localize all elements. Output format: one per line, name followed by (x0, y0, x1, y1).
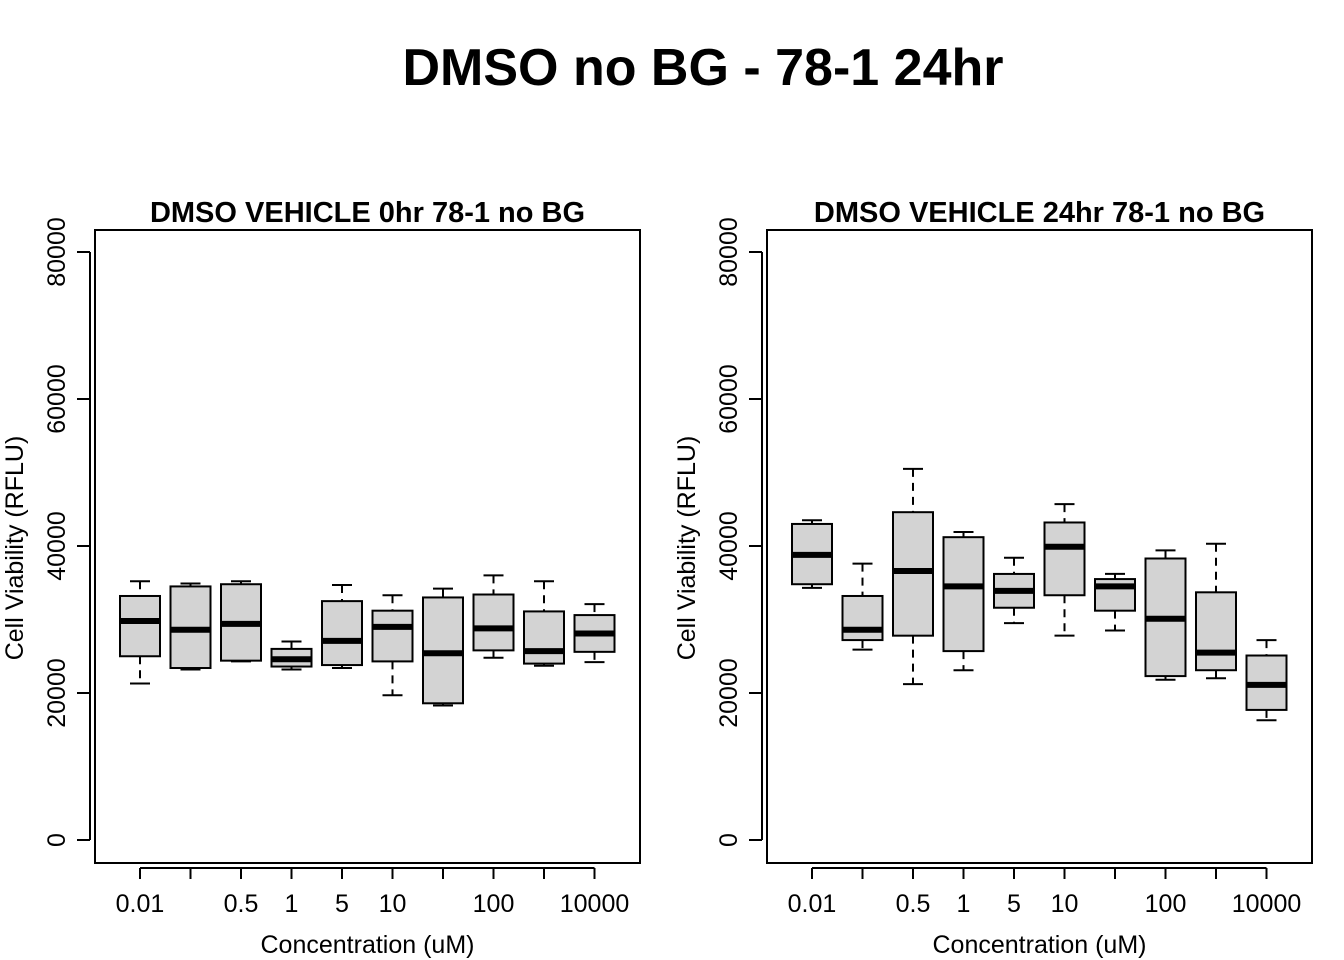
iqr-box (371, 609, 414, 663)
y-tick-label: 20000 (43, 658, 71, 728)
x-tick-label: 0.5 (896, 890, 931, 918)
iqr-box (321, 600, 363, 667)
box-4 (942, 531, 985, 672)
y-tick-label: 60000 (715, 364, 743, 434)
box-4 (270, 640, 313, 671)
iqr-box (841, 594, 884, 642)
y-tick-label: 40000 (715, 511, 743, 581)
iqr-box (472, 593, 515, 652)
iqr-box (1043, 521, 1086, 597)
box-7 (1094, 572, 1136, 632)
panel-title: DMSO VEHICLE 0hr 78-1 no BG (150, 197, 585, 229)
y-axis-label: Cell Viability (RFLU) (673, 436, 701, 661)
iqr-box (119, 594, 161, 658)
box-8 (1144, 549, 1187, 681)
box-2 (169, 582, 212, 671)
box-7 (422, 587, 464, 707)
x-tick-label: 1 (957, 890, 971, 918)
box-10 (573, 603, 616, 664)
panel-title: DMSO VEHICLE 24hr 78-1 no BG (814, 197, 1265, 229)
plot-frame (94, 229, 641, 864)
iqr-box (523, 610, 565, 665)
box-1 (791, 519, 833, 589)
iqr-box (942, 536, 985, 653)
x-tick-label: 10000 (560, 890, 630, 918)
box-10 (1245, 639, 1288, 722)
x-tick-label: 0.5 (224, 890, 259, 918)
x-tick-label: 5 (1007, 890, 1021, 918)
box-6 (1043, 503, 1086, 637)
x-tick-label: 0.01 (788, 890, 837, 918)
x-tick-label: 1 (285, 890, 299, 918)
box-9 (523, 580, 565, 667)
box-3 (220, 580, 262, 663)
box-8 (472, 574, 515, 659)
box-5 (321, 583, 363, 670)
y-tick-label: 80000 (43, 217, 71, 287)
y-tick-label: 40000 (43, 511, 71, 581)
x-tick-label: 100 (473, 890, 515, 918)
x-tick-label: 5 (335, 890, 349, 918)
box-5 (993, 556, 1035, 625)
y-tick-label: 60000 (43, 364, 71, 434)
box-1 (119, 580, 161, 685)
plot-frame (766, 229, 1313, 864)
x-tick-label: 10 (1051, 890, 1079, 918)
x-axis-label: Concentration (uM) (261, 931, 475, 959)
x-tick-label: 10000 (1232, 890, 1302, 918)
figure-title: DMSO no BG - 78-1 24hr (402, 39, 1004, 97)
x-axis-label: Concentration (uM) (933, 931, 1147, 959)
panel-2: DMSO VEHICLE 24hr 78-1 no BG 0 20000 40000 6… (673, 197, 1313, 959)
box-3 (892, 467, 934, 686)
y-tick-label: 0 (43, 833, 71, 847)
x-tick-label: 100 (1145, 890, 1187, 918)
x-tick-label: 10 (379, 890, 407, 918)
panel-1: DMSO VEHICLE 0hr 78-1 no BG 0 20000 40000 60… (1, 197, 641, 959)
y-tick-label: 0 (715, 833, 743, 847)
box-6 (371, 594, 414, 697)
y-axis-label: Cell Viability (RFLU) (1, 436, 29, 661)
box-9 (1195, 542, 1237, 680)
iqr-box (1195, 591, 1237, 672)
box-2 (841, 562, 884, 651)
x-tick-label: 0.01 (116, 890, 165, 918)
y-tick-label: 20000 (715, 658, 743, 728)
y-tick-label: 80000 (715, 217, 743, 287)
